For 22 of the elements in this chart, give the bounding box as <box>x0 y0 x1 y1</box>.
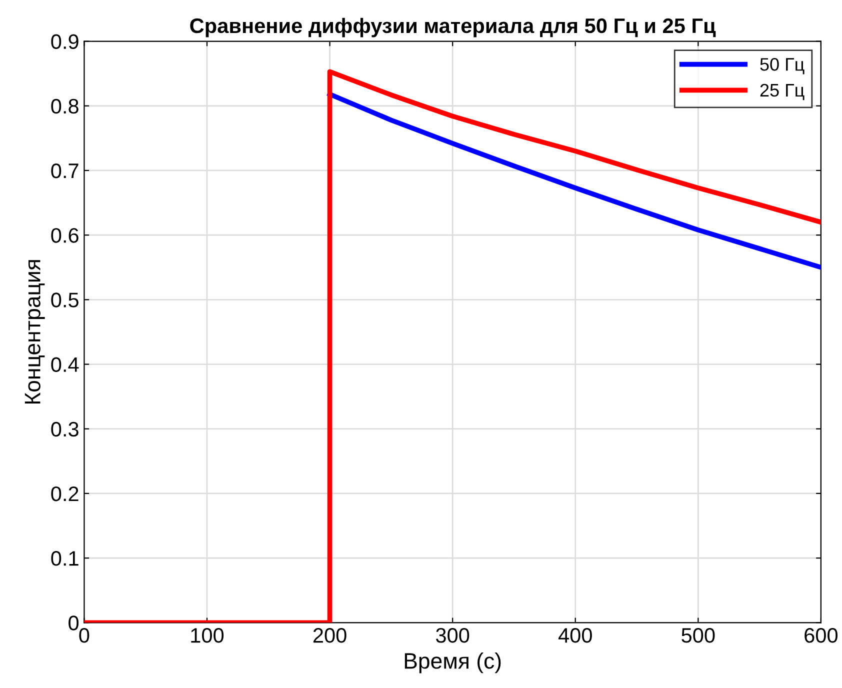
legend-label: 50 Гц <box>760 58 804 74</box>
y-axis-title: Концентрация <box>24 260 45 404</box>
x-tick-label: 200 <box>313 628 346 643</box>
x-tick-label: 300 <box>436 628 470 643</box>
y-tick-label: 0.1 <box>51 551 78 566</box>
x-tick-label: 0 <box>79 628 90 643</box>
y-tick-label: 0.9 <box>51 34 78 50</box>
y-tick-label: 0.5 <box>51 292 78 308</box>
y-tick-label: 0 <box>68 616 79 630</box>
x-tick-label: 400 <box>558 628 592 643</box>
x-tick-label: 500 <box>682 628 715 643</box>
y-tick-label: 0.2 <box>51 486 78 502</box>
x-axis-title: Время (c) <box>404 652 501 674</box>
legend-label: 25 Гц <box>760 84 804 100</box>
y-tick-label: 0.7 <box>51 163 78 178</box>
y-tick-label: 0.8 <box>51 98 78 114</box>
x-tick-label: 100 <box>191 628 224 643</box>
chart-title: Сравнение диффузии материала для 50 Гц и 25 Гц <box>190 18 716 38</box>
y-tick-label: 0.4 <box>51 357 79 372</box>
x-tick-label: 600 <box>804 628 838 643</box>
y-tick-label: 0.6 <box>51 228 78 243</box>
y-tick-label: 0.3 <box>51 422 78 437</box>
